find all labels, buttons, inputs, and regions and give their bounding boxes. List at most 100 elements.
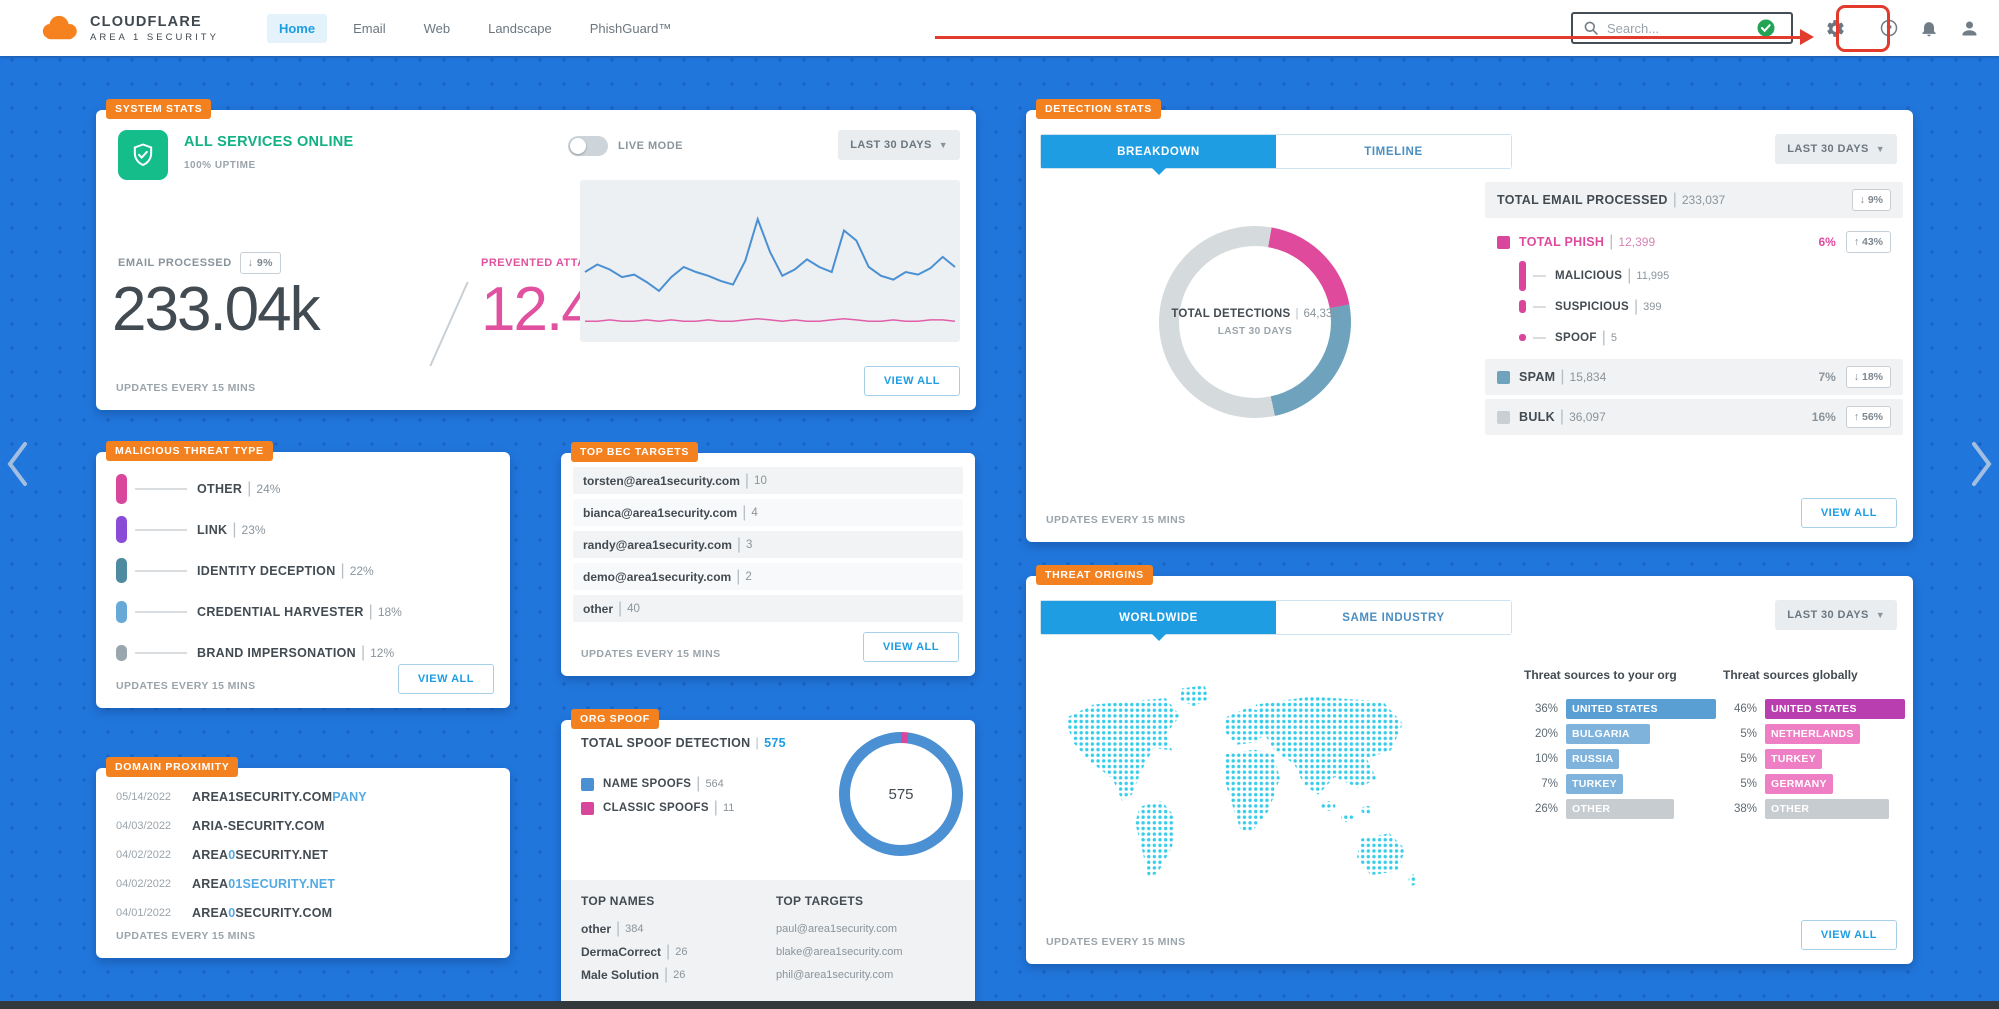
threat-type-pct: 22% (349, 563, 374, 578)
origin-pct: 46% (1733, 702, 1757, 715)
settings-gear-icon[interactable] (1823, 16, 1847, 40)
threat-type-bar (116, 558, 127, 583)
card-tag: ORG SPOOF (571, 709, 659, 729)
sparkline-panel (580, 180, 960, 342)
services-status: ALL SERVICES ONLINE (184, 134, 354, 150)
origin-bar-row: 10% RUSSIA (1524, 746, 1716, 771)
range-dropdown[interactable]: LAST 30 DAYS ▼ (838, 130, 960, 160)
org-spoof-card: ORG SPOOF TOTAL SPOOF DETECTION | 575 NAME… (561, 709, 975, 1009)
nav-item-home[interactable]: Home (266, 13, 328, 43)
range-dropdown[interactable]: LAST 30 DAYS ▼ (1775, 600, 1897, 630)
notifications-bell-icon[interactable] (1917, 16, 1941, 40)
domain-highlight: 0 (228, 905, 236, 920)
origin-bar-row: 5% NETHERLANDS (1723, 721, 1905, 746)
system-stats-card: SYSTEM STATS ALL SERVICES ONLINE 100% UP… (96, 99, 976, 410)
view-all-button[interactable]: VIEW ALL (863, 366, 960, 396)
tab-breakdown[interactable]: BREAKDOWN (1041, 135, 1276, 175)
delta-badge: ↓ 18% (1845, 366, 1891, 388)
nav-menu: Home Email Web Landscape PhishGuard™ (266, 13, 683, 43)
threat-type-pct: 18% (377, 604, 402, 619)
connector-line (135, 569, 187, 572)
view-all-button[interactable]: VIEW ALL (397, 664, 494, 694)
tab-timeline[interactable]: TIMELINE (1276, 135, 1511, 168)
spoof-target-row: blake@area1security.com (776, 945, 903, 958)
services-shield-icon (118, 130, 168, 180)
chevron-down-icon: ▼ (938, 140, 948, 150)
view-all-button[interactable]: VIEW ALL (1800, 498, 1897, 528)
updates-label: UPDATES EVERY 15 MINS (116, 680, 256, 692)
nav-item-phishguard[interactable]: PhishGuard™ (589, 20, 672, 36)
user-account-icon[interactable] (1957, 16, 1981, 40)
carousel-left-arrow-icon[interactable] (4, 438, 30, 495)
phish-sub-bar (1519, 260, 1526, 291)
legend-swatch (1497, 410, 1510, 424)
origin-bar: NETHERLANDS (1765, 723, 1860, 744)
tab-worldwide[interactable]: WORLDWIDE (1041, 601, 1276, 641)
threat-type-pct: 23% (241, 522, 266, 537)
phish-sub-bar (1519, 334, 1526, 341)
email-processed-label: EMAIL PROCESSED (118, 257, 232, 269)
connector-line (135, 651, 187, 654)
threat-type-row: BRAND IMPERSONATION | 12% (116, 632, 494, 673)
domain-date: 04/02/2022 (116, 877, 172, 890)
threat-type-bar (116, 473, 127, 504)
threat-type-rows: OTHER | 24% LINK | 23% IDENTITY DECEPTION | 22% C… (116, 468, 494, 673)
detection-stats-card: DETECTION STATS BREAKDOWN TIMELINE LAST … (1026, 99, 1913, 542)
domain-text: ARIA-SECURITY.COM (192, 818, 325, 833)
bec-target-count: 2 (745, 570, 752, 583)
view-all-button[interactable]: VIEW ALL (862, 632, 959, 662)
spoof-target-row: phil@area1security.com (776, 968, 894, 981)
connector-line (135, 528, 187, 531)
threat-type-label: OTHER (197, 481, 243, 496)
tab-same-industry[interactable]: SAME INDUSTRY (1276, 601, 1511, 634)
global-sources-title: Threat sources globally (1723, 668, 1858, 682)
range-dropdown[interactable]: LAST 30 DAYS ▼ (1775, 134, 1897, 164)
threat-type-label: CREDENTIAL HARVESTER (197, 604, 364, 619)
annotation-arrow-head (1800, 29, 1814, 45)
cloudflare-logo[interactable]: CLOUDFLARE AREA 1 SECURITY (38, 14, 219, 43)
origin-pct: 26% (1534, 802, 1558, 815)
domain-text: AREA (192, 905, 229, 920)
spoof-donut-value: 575 (888, 785, 914, 803)
domain-highlight: 0 (228, 847, 236, 862)
origin-pct: 36% (1534, 702, 1558, 715)
search-icon (1584, 21, 1598, 35)
phish-subs: MALICIOUS | 11,995 SUSPICIOUS | 399 SPOOF | 5 (1485, 260, 1903, 353)
view-all-button[interactable]: VIEW ALL (1800, 920, 1897, 950)
threat-type-row: LINK | 23% (116, 509, 494, 550)
delta-badge: ↓ 9% (1851, 189, 1891, 211)
origin-pct: 5% (1740, 727, 1757, 740)
domain-highlight: 01SECURITY.NET (228, 876, 336, 891)
bec-target-name: torsten@area1security.com (583, 473, 740, 488)
bec-row: demo@area1security.com | 2 (573, 563, 963, 590)
updates-label: UPDATES EVERY 15 MINS (581, 648, 721, 660)
toggle-pill[interactable] (568, 136, 608, 156)
malicious-threat-type-card: MALICIOUS THREAT TYPE OTHER | 24% LINK | 23% I… (96, 441, 510, 708)
carousel-right-arrow-icon[interactable] (1969, 438, 1995, 495)
origin-pct: 10% (1534, 752, 1558, 765)
origin-bar: OTHER (1566, 798, 1674, 819)
nav-item-web[interactable]: Web (423, 20, 451, 36)
spoof-names: other | 384 DermaCorrect | 26 Male Solution | 26 (581, 917, 776, 986)
search-input[interactable] (1607, 20, 1747, 36)
origin-bar-row: 5% GERMANY (1723, 771, 1905, 796)
search-box[interactable] (1571, 12, 1793, 44)
updates-label: UPDATES EVERY 15 MINS (1046, 936, 1186, 948)
phish-sub-row: SPOOF | 5 (1485, 322, 1903, 353)
chevron-down-icon: ▼ (1875, 610, 1885, 620)
nav-item-email[interactable]: Email (353, 20, 386, 36)
nav-item-landscape[interactable]: Landscape (488, 20, 552, 36)
live-mode-toggle[interactable]: LIVE MODE (568, 136, 683, 156)
divider (429, 281, 469, 367)
legend-swatch (581, 801, 594, 815)
origin-tabs: WORLDWIDE SAME INDUSTRY (1040, 600, 1512, 641)
origin-org-bars: 36% UNITED STATES 20% BULGARIA 10% RUSSIA 7% TU… (1524, 696, 1716, 821)
bec-rows: torsten@area1security.com | 10 bianca@area1… (573, 467, 963, 627)
detection-donut-ring: TOTAL DETECTIONS | 64,330 LAST 30 DAYS (1159, 226, 1351, 418)
origin-pct: 7% (1541, 777, 1558, 790)
origin-global-bars: 46% UNITED STATES 5% NETHERLANDS 5% TURKEY 5% G… (1723, 696, 1905, 821)
domain-row: 04/02/2022 AREA 01SECURITY.NET (116, 869, 494, 898)
card-tag: THREAT ORIGINS (1036, 565, 1153, 585)
bec-row: randy@area1security.com | 3 (573, 531, 963, 558)
card-tag: TOP BEC TARGETS (571, 442, 699, 462)
